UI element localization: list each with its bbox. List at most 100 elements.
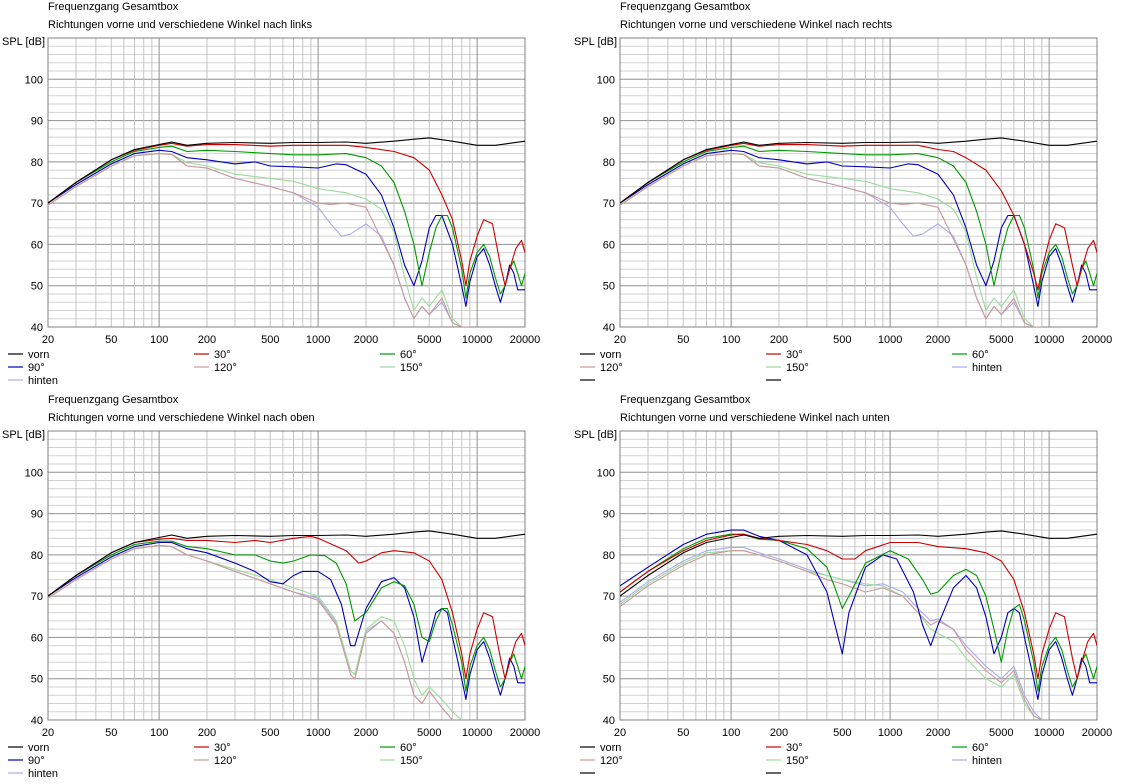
y-tick-label: 40 <box>603 322 615 334</box>
y-tick-label: 60 <box>603 632 615 644</box>
x-tick-label: 200 <box>198 334 216 346</box>
plot-border <box>619 37 1098 328</box>
legend-label: 60° <box>400 742 417 754</box>
chart-panel-3: Frequenzgang Gesamtbox Richtungen vorne u… <box>2 394 540 780</box>
chart-subtitle: Richtungen vorne und verschiedene Winkel… <box>620 19 893 31</box>
legend-label: 30° <box>214 349 231 361</box>
legend-label: 150° <box>786 755 809 767</box>
x-tick-label: 10000 <box>462 727 493 739</box>
x-tick-label: 10000 <box>1034 334 1065 346</box>
series-line-60 <box>620 145 1097 299</box>
series-line-vorn <box>620 137 1097 204</box>
x-tick-label: 50 <box>105 727 117 739</box>
x-tick-label: 2000 <box>926 334 950 346</box>
series-line-vorn <box>620 530 1097 597</box>
legend-label: 150° <box>400 362 423 374</box>
x-tick-label: 20000 <box>1082 334 1113 346</box>
series-line-hinten <box>620 546 1043 720</box>
plot-area <box>48 431 525 720</box>
y-tick-label: 40 <box>31 715 43 727</box>
x-tick-label: 500 <box>261 727 279 739</box>
x-tick-label: 1000 <box>878 727 902 739</box>
legend-label: 60° <box>400 349 417 361</box>
x-tick-label: 100 <box>722 334 740 346</box>
chart-panel-4: Frequenzgang Gesamtbox Richtungen vorne u… <box>574 394 1112 774</box>
y-tick-label: 70 <box>31 198 43 210</box>
plot-area <box>48 38 525 327</box>
y-axis-label: SPL [dB] <box>574 429 617 441</box>
y-tick-label: 80 <box>603 550 615 562</box>
x-tick-label: 50 <box>677 727 689 739</box>
legend-label: 30° <box>786 349 803 361</box>
legend-label: 30° <box>214 742 231 754</box>
x-tick-label: 200 <box>770 334 788 346</box>
y-tick-label: 50 <box>603 674 615 686</box>
x-tick-label: 2000 <box>926 727 950 739</box>
x-tick-label: 20 <box>42 727 54 739</box>
y-tick-label: 40 <box>603 715 615 727</box>
x-tick-label: 500 <box>261 334 279 346</box>
x-tick-label: 200 <box>198 727 216 739</box>
grid <box>619 430 1098 721</box>
series-line-60 <box>48 540 525 692</box>
legend-label: vorn <box>600 349 621 361</box>
legend-label: 120° <box>600 755 623 767</box>
series-line-30 <box>48 535 525 680</box>
y-tick-label: 50 <box>603 281 615 293</box>
y-tick-label: 100 <box>597 74 615 86</box>
chart-subtitle: Richtungen vorne und verschiedene Winkel… <box>48 19 313 31</box>
x-tick-label: 500 <box>833 727 851 739</box>
x-tick-label: 200 <box>770 727 788 739</box>
series-line-30 <box>620 142 1097 291</box>
y-tick-label: 70 <box>31 591 43 603</box>
plot-border <box>619 430 1098 721</box>
series-line-30 <box>48 142 525 287</box>
legend-label: vorn <box>28 742 49 754</box>
series-group <box>48 530 525 720</box>
x-tick-label: 2000 <box>354 727 378 739</box>
x-tick-label: 5000 <box>417 334 441 346</box>
x-tick-label: 20000 <box>510 727 541 739</box>
legend-label: hinten <box>972 362 1002 374</box>
y-tick-label: 90 <box>31 116 43 128</box>
legend-label: hinten <box>972 755 1002 767</box>
y-tick-label: 60 <box>31 632 43 644</box>
series-line-vorn <box>48 137 525 204</box>
y-tick-label: 50 <box>31 281 43 293</box>
x-tick-label: 50 <box>105 334 117 346</box>
series-group <box>620 137 1097 327</box>
x-tick-label: 10000 <box>1034 727 1065 739</box>
chart-panel-1: Frequenzgang Gesamtbox Richtungen vorne u… <box>2 1 540 387</box>
legend-label: 120° <box>600 362 623 374</box>
y-tick-label: 70 <box>603 198 615 210</box>
series-line-60 <box>48 145 525 299</box>
legend-label: vorn <box>600 742 621 754</box>
x-tick-label: 2000 <box>354 334 378 346</box>
x-tick-label: 5000 <box>989 334 1013 346</box>
legend: vorn 30° 60° 90° 120° 150° hinten <box>8 349 423 387</box>
chart-subtitle: Richtungen vorne und verschiedene Winkel… <box>620 412 890 424</box>
legend-label: hinten <box>28 768 58 780</box>
x-tick-label: 500 <box>833 334 851 346</box>
series-line-120 <box>48 153 470 327</box>
x-tick-label: 1000 <box>306 727 330 739</box>
grid <box>47 37 526 328</box>
grid <box>619 37 1098 328</box>
y-tick-label: 50 <box>31 674 43 686</box>
x-tick-label: 50 <box>677 334 689 346</box>
legend-label: 90° <box>28 362 45 374</box>
y-tick-label: 80 <box>31 550 43 562</box>
y-tick-label: 90 <box>603 509 615 521</box>
chart-title: Frequenzgang Gesamtbox <box>48 1 179 13</box>
x-tick-label: 20 <box>614 334 626 346</box>
y-axis-label: SPL [dB] <box>2 429 45 441</box>
x-tick-label: 20000 <box>510 334 541 346</box>
y-tick-label: 70 <box>603 591 615 603</box>
plot-area <box>620 38 1097 327</box>
x-tick-label: 5000 <box>417 727 441 739</box>
chart-title: Frequenzgang Gesamtbox <box>620 1 751 13</box>
y-tick-label: 80 <box>603 157 615 169</box>
chart-title: Frequenzgang Gesamtbox <box>620 394 751 406</box>
y-axis-label: SPL [dB] <box>2 36 45 48</box>
